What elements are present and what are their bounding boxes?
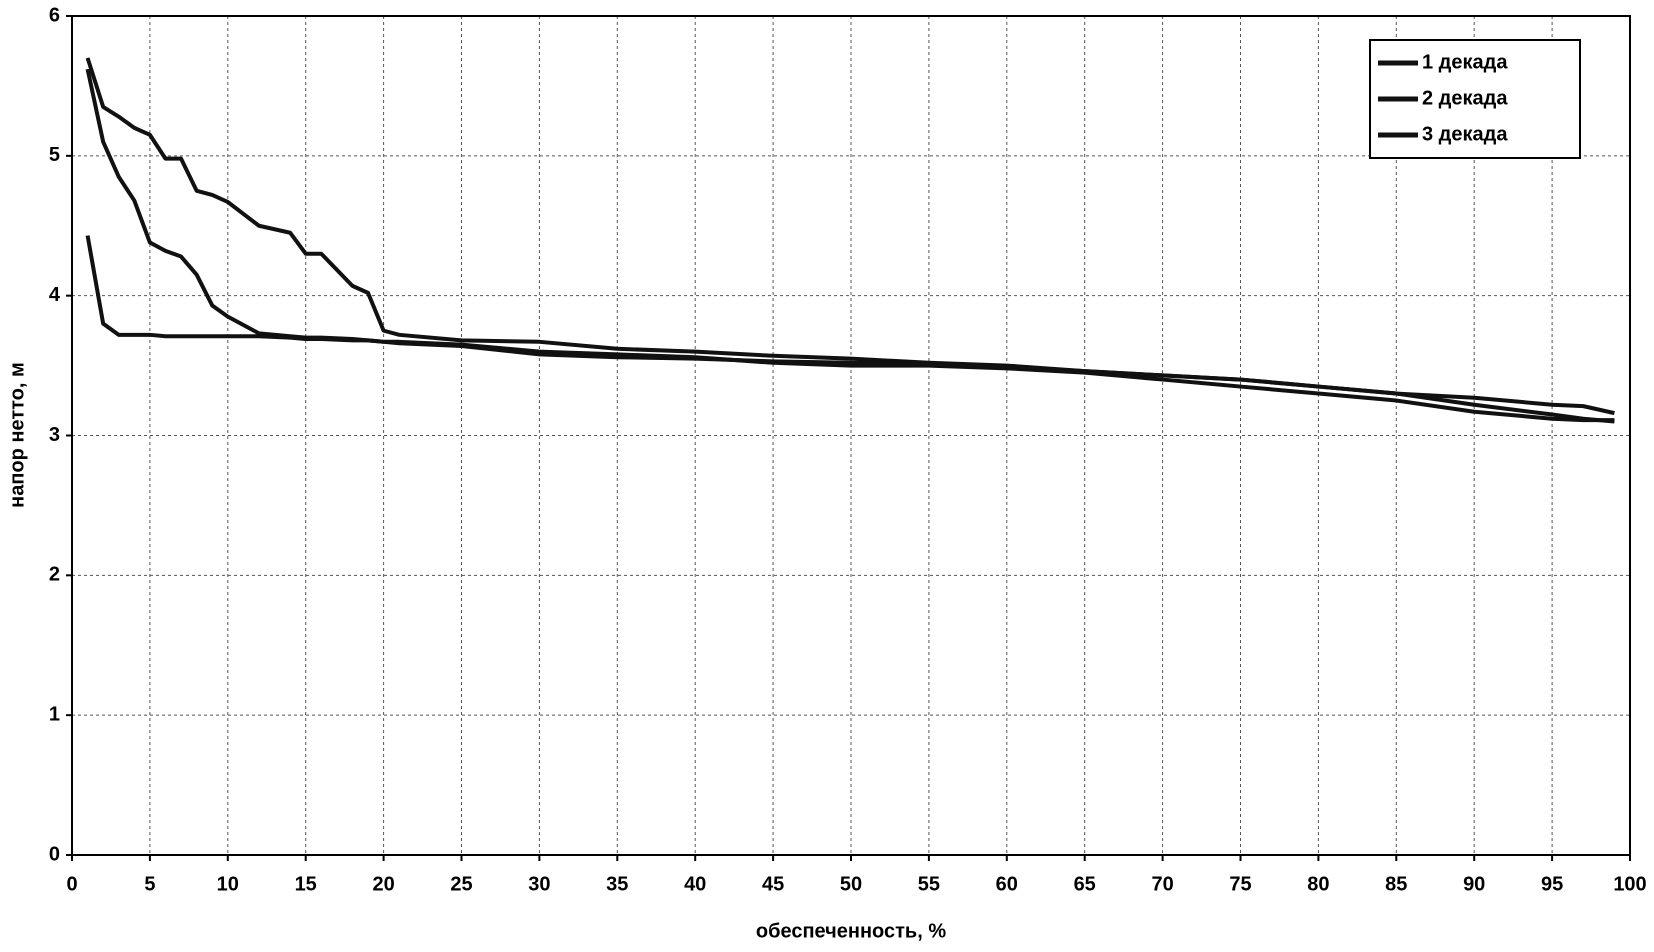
x-tick-label: 80	[1307, 873, 1329, 895]
x-tick-label: 75	[1229, 873, 1251, 895]
x-tick-label: 25	[450, 873, 472, 895]
y-tick-label: 1	[49, 703, 60, 725]
y-tick-label: 4	[49, 284, 61, 306]
x-tick-label: 95	[1541, 873, 1563, 895]
x-tick-label: 5	[144, 873, 155, 895]
x-tick-label: 30	[528, 873, 550, 895]
x-tick-label: 20	[372, 873, 394, 895]
y-axis-label: напор нетто, м	[6, 362, 28, 508]
x-tick-label: 85	[1385, 873, 1407, 895]
y-tick-label: 2	[49, 564, 60, 586]
x-tick-label: 40	[684, 873, 706, 895]
x-tick-label: 65	[1074, 873, 1096, 895]
x-tick-label: 0	[66, 873, 77, 895]
x-tick-label: 35	[606, 873, 628, 895]
x-tick-label: 55	[918, 873, 940, 895]
x-tick-label: 90	[1463, 873, 1485, 895]
legend-label: 1 декада	[1422, 51, 1508, 73]
x-tick-label: 50	[840, 873, 862, 895]
y-tick-label: 0	[49, 843, 60, 865]
y-tick-label: 3	[49, 424, 60, 446]
series-line	[85, 235, 1615, 416]
legend-label: 2 декада	[1422, 87, 1508, 109]
plot-frame	[71, 15, 1631, 856]
x-tick-label: 10	[217, 873, 239, 895]
y-tick-label: 5	[49, 144, 60, 166]
x-tick-label: 15	[295, 873, 317, 895]
legend-label: 3 декада	[1422, 123, 1508, 145]
x-tick-label: 100	[1613, 873, 1646, 895]
y-tick-label: 6	[49, 4, 60, 26]
x-axis-label: обеспеченность, %	[756, 920, 946, 942]
x-tick-label: 60	[996, 873, 1018, 895]
x-tick-label: 45	[762, 873, 784, 895]
x-tick-label: 70	[1151, 873, 1173, 895]
